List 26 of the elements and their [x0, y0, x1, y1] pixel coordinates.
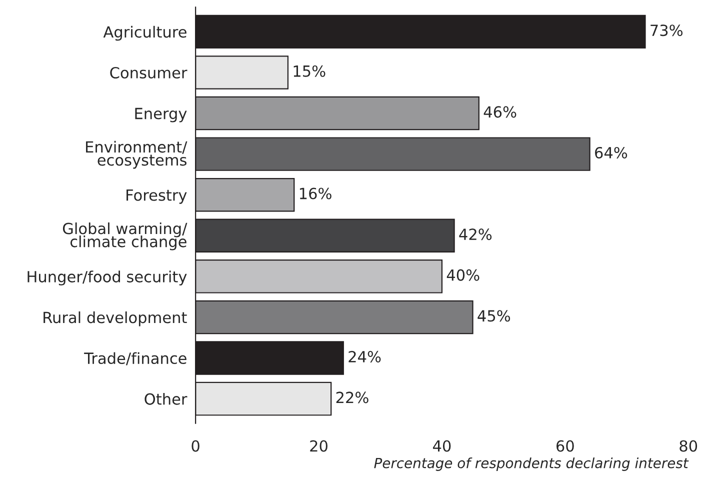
- data-label: 16%: [300, 188, 332, 200]
- data-label: 40%: [446, 269, 480, 281]
- data-label: 73%: [650, 24, 683, 36]
- x-tick-label: 60: [556, 440, 574, 452]
- x-tick-label: 40: [432, 440, 451, 452]
- y-tick-label: Hunger/food security: [28, 270, 187, 286]
- data-label: 46%: [484, 106, 516, 118]
- x-tick-label: 80: [680, 440, 698, 452]
- data-label: 64%: [595, 146, 628, 158]
- data-label: 22%: [336, 392, 368, 404]
- y-tick-label: Rural development: [44, 311, 187, 326]
- y-tick-label: Global warming/ climate change: [62, 222, 188, 250]
- y-tick-label: Forestry: [126, 190, 187, 204]
- data-label: 15%: [294, 65, 326, 77]
- y-tick-label: Other: [144, 393, 188, 405]
- y-tick-label: Energy: [135, 108, 187, 122]
- y-tick-label: Agriculture: [103, 26, 186, 41]
- y-tick-label: Consumer: [110, 66, 188, 78]
- y-tick-label: Environment/ ecosystems: [86, 140, 188, 169]
- x-axis-title: Percentage of respondents declaring interest: [374, 458, 689, 471]
- data-label: 42%: [459, 228, 492, 240]
- x-tick-label: 0: [192, 440, 200, 452]
- data-label: 45%: [478, 310, 510, 322]
- data-label: 24%: [348, 350, 381, 362]
- y-tick-label: Trade/finance: [84, 352, 186, 366]
- x-tick-label: 20: [310, 440, 328, 452]
